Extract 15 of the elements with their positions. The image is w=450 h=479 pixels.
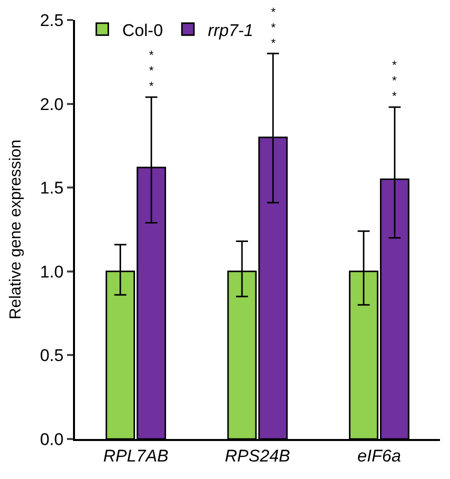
annotation: *** xyxy=(149,48,154,94)
y-tick-label: 0.0 xyxy=(40,430,64,449)
annotation: *** xyxy=(392,58,397,104)
y-tick-label: 2.5 xyxy=(40,10,64,30)
x-tick-label: RPS24B xyxy=(224,446,290,466)
legend-label: rrp7-1 xyxy=(208,20,254,40)
legend-label: Col-0 xyxy=(122,20,163,40)
x-tick-label: eIF6a xyxy=(357,446,401,466)
y-tick-label: 1.0 xyxy=(40,262,64,282)
annotation: *** xyxy=(271,5,276,50)
y-tick-label: 0.5 xyxy=(40,346,64,366)
y-tick-label: 1.5 xyxy=(40,178,64,198)
y-axis-title: Relative gene expression xyxy=(7,140,24,320)
x-tick-label: RPL7AB xyxy=(103,446,168,466)
y-tick-label: 2.0 xyxy=(40,94,64,114)
